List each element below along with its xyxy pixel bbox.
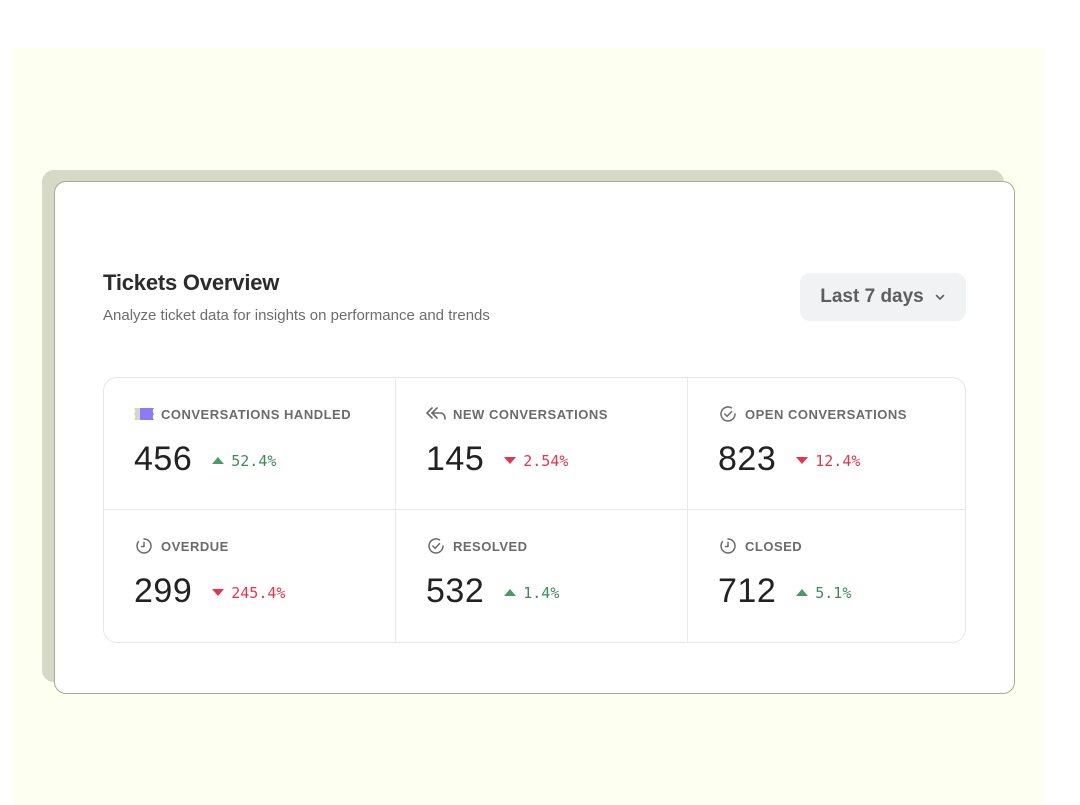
ticket-icon bbox=[134, 404, 154, 424]
metric-label: OVERDUE bbox=[161, 538, 229, 554]
metric-label: OPEN CONVERSATIONS bbox=[745, 406, 907, 422]
metric-delta: 245.4% bbox=[212, 582, 285, 602]
metric-value: 532 bbox=[426, 572, 485, 610]
metric-label: NEW CONVERSATIONS bbox=[453, 406, 608, 422]
metric-value: 145 bbox=[426, 440, 485, 478]
delta-value: 245.4% bbox=[231, 583, 286, 602]
reply-all-icon bbox=[426, 404, 446, 424]
date-range-label: Last 7 days bbox=[820, 286, 924, 307]
trend-down-icon bbox=[796, 457, 809, 464]
metric-resolved: RESOLVED 532 1.4% bbox=[396, 510, 688, 642]
page-title: Tickets Overview bbox=[103, 270, 280, 295]
metric-label: RESOLVED bbox=[453, 538, 528, 554]
page-subtitle: Analyze ticket data for insights on perf… bbox=[103, 307, 490, 324]
check-circle-icon bbox=[718, 404, 738, 424]
delta-value: 52.4% bbox=[231, 451, 277, 470]
metric-overdue: OVERDUE 299 245.4% bbox=[104, 510, 396, 642]
metrics-grid: CONVERSATIONS HANDLED 456 52.4% bbox=[103, 377, 966, 643]
delta-value: 12.4% bbox=[815, 451, 861, 470]
chevron-down-icon bbox=[934, 291, 946, 303]
delta-value: 5.1% bbox=[815, 583, 852, 602]
date-range-dropdown[interactable]: Last 7 days bbox=[800, 273, 966, 321]
metric-delta: 52.4% bbox=[212, 450, 276, 470]
clock-icon bbox=[718, 536, 738, 556]
trend-up-icon bbox=[504, 589, 517, 596]
metric-delta: 2.54% bbox=[504, 450, 568, 470]
delta-value: 2.54% bbox=[523, 451, 569, 470]
trend-down-icon bbox=[212, 589, 225, 596]
metric-delta: 5.1% bbox=[796, 582, 851, 602]
trend-down-icon bbox=[504, 457, 517, 464]
trend-up-icon bbox=[796, 589, 809, 596]
clock-icon bbox=[134, 536, 154, 556]
delta-value: 1.4% bbox=[523, 583, 560, 602]
metric-value: 456 bbox=[134, 440, 193, 478]
metric-delta: 1.4% bbox=[504, 582, 559, 602]
tickets-overview-card: Tickets Overview Analyze ticket data for… bbox=[54, 181, 1015, 694]
metric-delta: 12.4% bbox=[796, 450, 860, 470]
metric-label: CLOSED bbox=[745, 538, 803, 554]
metric-value: 823 bbox=[718, 440, 777, 478]
metric-closed: CLOSED 712 5.1% bbox=[688, 510, 965, 642]
metric-new-conversations: NEW CONVERSATIONS 145 2.54% bbox=[396, 378, 688, 510]
metric-conversations-handled: CONVERSATIONS HANDLED 456 52.4% bbox=[104, 378, 396, 510]
metric-value: 712 bbox=[718, 572, 777, 610]
check-circle-icon bbox=[426, 536, 446, 556]
trend-up-icon bbox=[212, 457, 225, 464]
metric-value: 299 bbox=[134, 572, 193, 610]
metric-open-conversations: OPEN CONVERSATIONS 823 12.4% bbox=[688, 378, 965, 510]
metric-label: CONVERSATIONS HANDLED bbox=[161, 406, 352, 422]
